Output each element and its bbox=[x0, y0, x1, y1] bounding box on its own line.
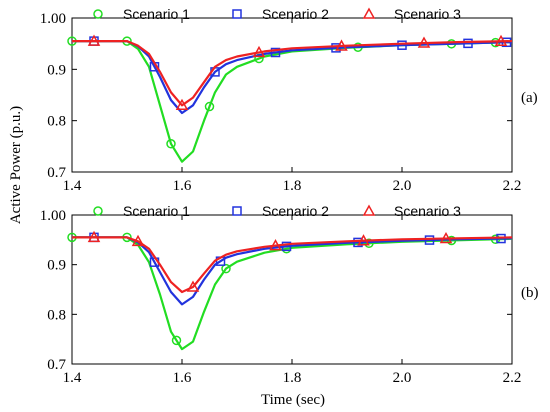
legend-label-scenario-3: Scenario 3 bbox=[394, 203, 461, 219]
series-1 bbox=[67, 36, 513, 163]
panel-a: 1.4 1.6 1.8 2.0 2.2 0.7 0.8 0.9 1.00 Scenario 1 … bbox=[40, 6, 538, 194]
legend-label-scenario-1: Scenario 1 bbox=[123, 6, 190, 22]
series-point-2 bbox=[331, 43, 341, 53]
x-tick-label: 2.2 bbox=[503, 370, 522, 386]
series-point-2 bbox=[353, 237, 363, 248]
series-3 bbox=[72, 34, 513, 111]
x-tick-label: 2.0 bbox=[393, 178, 412, 194]
legend-label-scenario-2: Scenario 2 bbox=[262, 6, 329, 22]
series-point-1 bbox=[171, 335, 182, 346]
series-point-3 bbox=[269, 239, 282, 251]
x-axis-label: Time (sec) bbox=[261, 392, 325, 408]
y-tick-label: 0.7 bbox=[47, 165, 66, 181]
x-tick-label: 1.6 bbox=[173, 370, 192, 386]
series-point-3 bbox=[186, 280, 200, 292]
panel-label-b: (b) bbox=[521, 285, 539, 301]
series-point-3 bbox=[87, 34, 101, 46]
series-point-2 bbox=[281, 241, 292, 252]
y-tick-label: 0.8 bbox=[47, 307, 66, 323]
series-line-3 bbox=[72, 236, 513, 294]
series-3 bbox=[72, 230, 513, 294]
series-point-3 bbox=[494, 34, 508, 47]
series-point-3 bbox=[335, 39, 348, 51]
y-tick-label: 0.9 bbox=[47, 258, 66, 274]
panel-a-legend: Scenario 1 Scenario 2 Scenario 3 bbox=[123, 6, 461, 22]
series-point-3 bbox=[131, 234, 145, 247]
y-tick-label: 1.00 bbox=[40, 208, 66, 224]
legend-marker-1 bbox=[93, 9, 103, 19]
series-line-1 bbox=[72, 236, 513, 351]
legend-marker-1 bbox=[93, 206, 103, 216]
legend-marker-3 bbox=[362, 7, 376, 19]
series-point-3 bbox=[252, 45, 266, 58]
series-point-2 bbox=[397, 40, 407, 50]
panel-b: 1.4 1.6 1.8 2.0 2.2 0.7 0.8 0.9 1.00 Scenario 1 … bbox=[40, 203, 539, 386]
series-point-1 bbox=[166, 139, 176, 149]
series-point-3 bbox=[417, 36, 431, 48]
series-point-1 bbox=[204, 101, 215, 112]
series-point-3 bbox=[175, 98, 189, 111]
x-tick-label: 2.2 bbox=[503, 178, 522, 194]
panel-b-legend: Scenario 1 Scenario 2 Scenario 3 bbox=[123, 203, 461, 219]
x-tick-label: 1.4 bbox=[63, 370, 82, 386]
series-point-2 bbox=[463, 38, 473, 49]
series-point-3 bbox=[87, 230, 101, 243]
series-line-2 bbox=[72, 236, 513, 306]
x-tick-label: 1.6 bbox=[173, 178, 192, 194]
x-tick-label: 1.4 bbox=[63, 178, 82, 194]
y-axis-label: Active Power (p.u.) bbox=[8, 106, 24, 224]
x-tick-label: 2.0 bbox=[393, 370, 412, 386]
y-tick-label: 0.9 bbox=[47, 62, 66, 78]
series-point-2 bbox=[270, 47, 281, 58]
legend-label-scenario-3: Scenario 3 bbox=[394, 6, 461, 22]
series-line-2 bbox=[72, 39, 513, 115]
legend-marker-3 bbox=[362, 204, 376, 216]
plot-frame bbox=[71, 17, 513, 173]
panel-label-a: (a) bbox=[521, 90, 538, 106]
series-point-2 bbox=[424, 235, 435, 245]
y-tick-label: 0.8 bbox=[47, 114, 66, 130]
x-tick-label: 1.8 bbox=[283, 178, 302, 194]
series-point-3 bbox=[357, 234, 370, 246]
y-tick-label: 1.00 bbox=[40, 11, 66, 27]
x-tick-label: 1.8 bbox=[283, 370, 302, 386]
legend-label-scenario-2: Scenario 2 bbox=[262, 203, 329, 219]
y-tick-label: 0.7 bbox=[47, 357, 66, 373]
series-line-3 bbox=[72, 39, 513, 107]
series-point-3 bbox=[439, 231, 453, 244]
series-line-1 bbox=[72, 39, 513, 163]
legend-label-scenario-1: Scenario 1 bbox=[123, 203, 190, 219]
legend-marker-2 bbox=[232, 9, 242, 19]
series-point-1 bbox=[221, 263, 231, 274]
series-point-1 bbox=[364, 238, 374, 249]
legend-marker-2 bbox=[232, 206, 242, 216]
